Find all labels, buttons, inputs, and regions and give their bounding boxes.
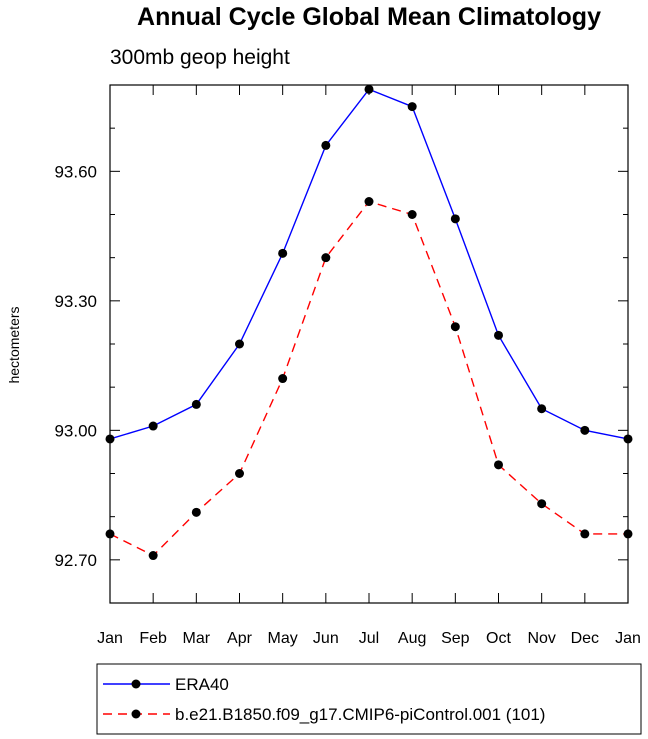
series-2-point — [494, 460, 503, 470]
y-tick-label: 93.30 — [54, 292, 97, 311]
x-tick-label: Feb — [139, 630, 167, 647]
series-2-point — [105, 529, 115, 539]
x-tick-label: Jan — [97, 630, 123, 647]
x-tick-label: Jan — [615, 630, 641, 647]
plot-frame — [109, 84, 629, 604]
series-1-point — [105, 434, 115, 444]
legend-box — [96, 663, 642, 735]
series-1-point — [191, 399, 201, 409]
series-2-point — [235, 469, 244, 478]
series-1-point — [148, 421, 158, 431]
x-tick-label: Jul — [359, 630, 379, 647]
series-1-point — [364, 84, 374, 94]
x-tick-label: Apr — [227, 630, 253, 647]
series-1-point — [235, 339, 244, 349]
chart-title: Annual Cycle Global Mean Climatology — [137, 3, 601, 31]
legend-label-1: ERA40 — [175, 675, 229, 694]
series-1-point — [321, 140, 331, 150]
y-tick-label: 92.70 — [54, 551, 97, 570]
series-line-2 — [109, 200, 628, 557]
x-tick-label: Nov — [527, 630, 555, 647]
series-2-point — [537, 499, 547, 509]
series-2-point — [148, 551, 158, 561]
x-tick-label: Mar — [183, 630, 211, 647]
series-1-point — [623, 434, 633, 444]
series-2-point — [191, 507, 201, 517]
series-2-point — [580, 529, 590, 539]
series-2-point — [407, 210, 417, 219]
x-tick-label: Aug — [398, 630, 426, 647]
series-1-point — [580, 425, 590, 435]
legend: ERA40 b.e21.B1850.f09_g17.CMIP6-piControl… — [96, 663, 642, 735]
series-1-point — [494, 330, 503, 340]
series-1-point — [278, 248, 288, 258]
y-axis-label: hectometers — [6, 306, 22, 383]
series-1-point — [407, 102, 417, 112]
legend-marker-2 — [131, 709, 141, 719]
legend-label-2: b.e21.B1850.f09_g17.CMIP6-piControl.001 … — [175, 705, 545, 724]
y-tick-label: 93.00 — [54, 421, 97, 440]
series-line-1 — [109, 88, 629, 440]
series-2-point — [450, 322, 460, 332]
y-tick-label: 93.60 — [54, 162, 97, 181]
series-2-point — [623, 529, 633, 539]
x-tick-label: Jun — [313, 630, 339, 647]
series-2-point — [278, 374, 288, 384]
plot-area: 92.70 93.00 93.30 93.60 Jan Feb Mar Apr May Jun Ju… — [54, 84, 641, 647]
series-1-point — [450, 214, 460, 224]
series-1-point — [537, 404, 547, 414]
legend-marker-1 — [131, 679, 141, 689]
x-tick-label: May — [268, 630, 298, 647]
chart-subtitle: 300mb geop height — [110, 46, 290, 69]
series-2-point — [364, 197, 374, 207]
x-tick-label: Dec — [571, 630, 599, 647]
x-tick-label: Oct — [486, 630, 511, 647]
series-2-point — [321, 253, 331, 263]
x-tick-label: Sep — [441, 630, 470, 647]
